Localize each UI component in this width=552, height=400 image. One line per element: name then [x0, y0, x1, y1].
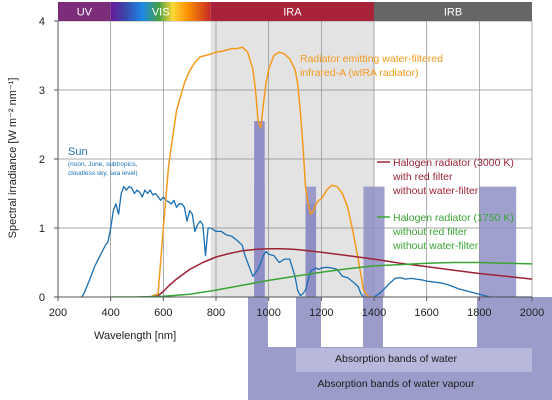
x-tick-label: 400: [101, 307, 119, 319]
series-line-1: [137, 46, 374, 297]
x-tick-label: 600: [154, 307, 172, 319]
region-irb: [374, 2, 532, 21]
region-label-vis: VIS: [152, 7, 170, 19]
absorption-band-peak: [254, 121, 265, 297]
sun-note-2: cloudless sky, sea level): [68, 170, 138, 177]
x-tick-label: 1000: [256, 307, 280, 319]
absorption-window: [268, 297, 296, 347]
absorption-window: [321, 297, 363, 347]
y-tick-labels: 0 1 2 3 4: [39, 16, 58, 304]
halogen-3000k-label-1: Halogen radiator (3000 K): [393, 157, 514, 169]
x-axis-label: Wavelength [nm]: [94, 330, 176, 342]
wira-label-1: Radiator emitting water-filtered: [300, 53, 443, 65]
halogen-3000k-label-2: with red filter: [392, 171, 453, 183]
x-tick-label: 800: [207, 307, 225, 319]
absorption-band: [363, 186, 385, 297]
absorption-window: [383, 297, 477, 347]
y-tick-label: 0: [39, 292, 45, 304]
y-axis-label: Spectral irradiance [W m⁻² nm⁻¹]: [7, 78, 19, 239]
y-tick-label: 4: [39, 16, 45, 28]
halogen-1750k-label-1: Halogen radiator (1750 K): [393, 212, 514, 224]
x-tick-label: 1800: [467, 307, 491, 319]
absorption-vapour-label: Absorption bands of water vapour: [317, 378, 475, 390]
halogen-1750k-label-2: without red filter: [392, 226, 468, 238]
wira-label-2: infrared-A (wIRA radiator): [300, 67, 418, 79]
series-line-2: [147, 247, 532, 297]
absorption-water-box: [296, 348, 532, 372]
sun-note-1: (noon, June, subtropics,: [68, 161, 138, 168]
series-line-3: [110, 261, 532, 297]
x-tick-label: 1400: [362, 307, 386, 319]
sun-label: Sun: [68, 146, 88, 158]
region-label-irb: IRB: [444, 7, 462, 19]
x-tick-label: 1600: [414, 307, 438, 319]
region-uv: [58, 2, 111, 21]
absorption-water-label: Absorption bands of water: [335, 353, 457, 365]
series-line-0: [81, 185, 532, 297]
series-group: [81, 46, 532, 297]
region-label-uv: UV: [77, 7, 93, 19]
y-tick-label: 1: [39, 223, 45, 235]
y-tick-label: 3: [39, 85, 45, 97]
x-tick-label: 2000: [520, 307, 544, 319]
absorption-boxes: [248, 297, 552, 400]
x-tick-label: 200: [49, 307, 67, 319]
x-tick-labels: 200 400 600 800 1000 1200 1400 1600 1800 2000: [49, 297, 544, 319]
region-bar: UV VIS IRA IRB: [58, 2, 532, 21]
absorption-band: [479, 186, 517, 297]
y-tick-label: 2: [39, 154, 45, 166]
region-ira: [210, 2, 374, 21]
halogen-1750k-label-3: without water-filter: [392, 240, 479, 252]
region-label-ira: IRA: [283, 7, 302, 19]
x-tick-label: 1200: [309, 307, 333, 319]
region-vis: [110, 2, 211, 21]
halogen-3000k-label-3: without water-filter: [392, 185, 479, 197]
